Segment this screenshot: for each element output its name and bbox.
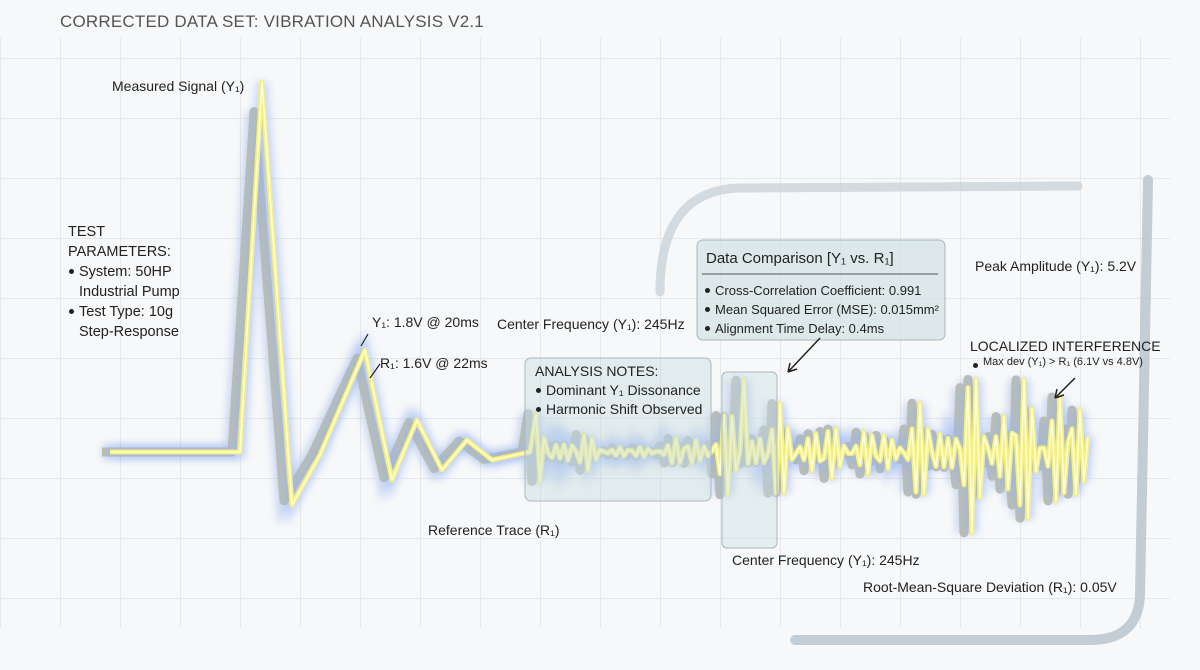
item: Dominant Y₁ Dissonance	[535, 381, 702, 400]
notes-panel	[524, 357, 712, 502]
interference: Max dev (Y₁) > R₁ (6.1V vs 4.8V)	[972, 356, 1143, 368]
label: Center Frequency (Y₁): 245Hz	[497, 316, 685, 332]
waveforms	[102, 79, 1094, 538]
comparison-panel	[696, 239, 946, 341]
heading: ANALYSIS NOTES:	[535, 363, 659, 379]
label: Root-Mean-Square Deviation (R₁): 0.05V	[863, 579, 1117, 595]
glass-frame	[655, 181, 1083, 297]
label: R₁: 1.6V @ 22ms	[380, 355, 488, 371]
arrow	[1054, 377, 1076, 399]
label: Peak Amplitude (Y₁): 5.2V	[975, 258, 1137, 274]
pointer	[360, 333, 381, 379]
item: Test Type: 10g Step-Response	[68, 302, 208, 342]
item: Cross-Correlation Coefficient: 0.991	[704, 281, 939, 300]
heading: Data Comparison [Y₁ vs. R₁]	[706, 250, 894, 267]
waveform	[110, 81, 1089, 534]
item: Harmonic Shift Observed	[535, 400, 702, 419]
heading: LOCALIZED INTERFERENCE	[970, 338, 1161, 354]
analysis-notes: ANALYSIS NOTES: Dominant Y₁ Dissonance Ha…	[535, 362, 702, 419]
data-comparison: Cross-Correlation Coefficient: 0.991 Mean…	[704, 281, 939, 338]
arrow	[787, 337, 821, 373]
label: Measured Signal (Y₁)	[112, 78, 245, 94]
label: Y₁: 1.8V @ 20ms	[372, 314, 479, 330]
test-parameters: TEST PARAMETERS: System: 50HP Industrial…	[68, 222, 208, 342]
item: System: 50HP Industrial Pump	[68, 262, 208, 302]
label: Center Frequency (Y₁): 245Hz	[732, 552, 920, 568]
item: Alignment Time Delay: 0.4ms	[704, 319, 939, 338]
title: CORRECTED DATA SET: VIBRATION ANALYSIS V…	[60, 12, 484, 31]
item: Mean Squared Error (MSE): 0.015mm²	[704, 300, 939, 319]
focus-panel	[721, 371, 778, 549]
glass-frame	[790, 175, 1153, 645]
label: Reference Trace (R₁)	[428, 522, 560, 538]
heading: TEST PARAMETERS:	[68, 224, 171, 260]
item: Max dev (Y₁) > R₁ (6.1V vs 4.8V)	[972, 356, 1143, 368]
